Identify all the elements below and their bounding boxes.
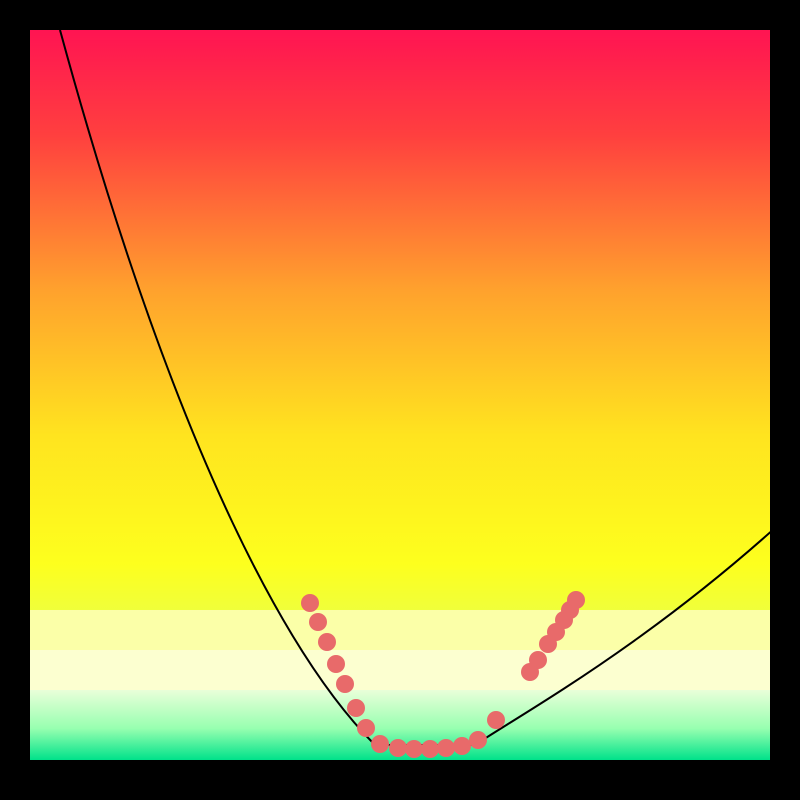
frame-left [0, 0, 30, 800]
gradient-band [30, 690, 770, 760]
frame-bottom [0, 760, 800, 800]
gradient-band [30, 30, 770, 610]
chart-container: { "canvas": { "width": 800, "height": 80… [0, 0, 800, 800]
frame-right [770, 0, 800, 800]
gradient-band [30, 650, 770, 690]
watermark-text: TheBottleneck.com [587, 2, 790, 28]
gradient-band [30, 610, 770, 650]
